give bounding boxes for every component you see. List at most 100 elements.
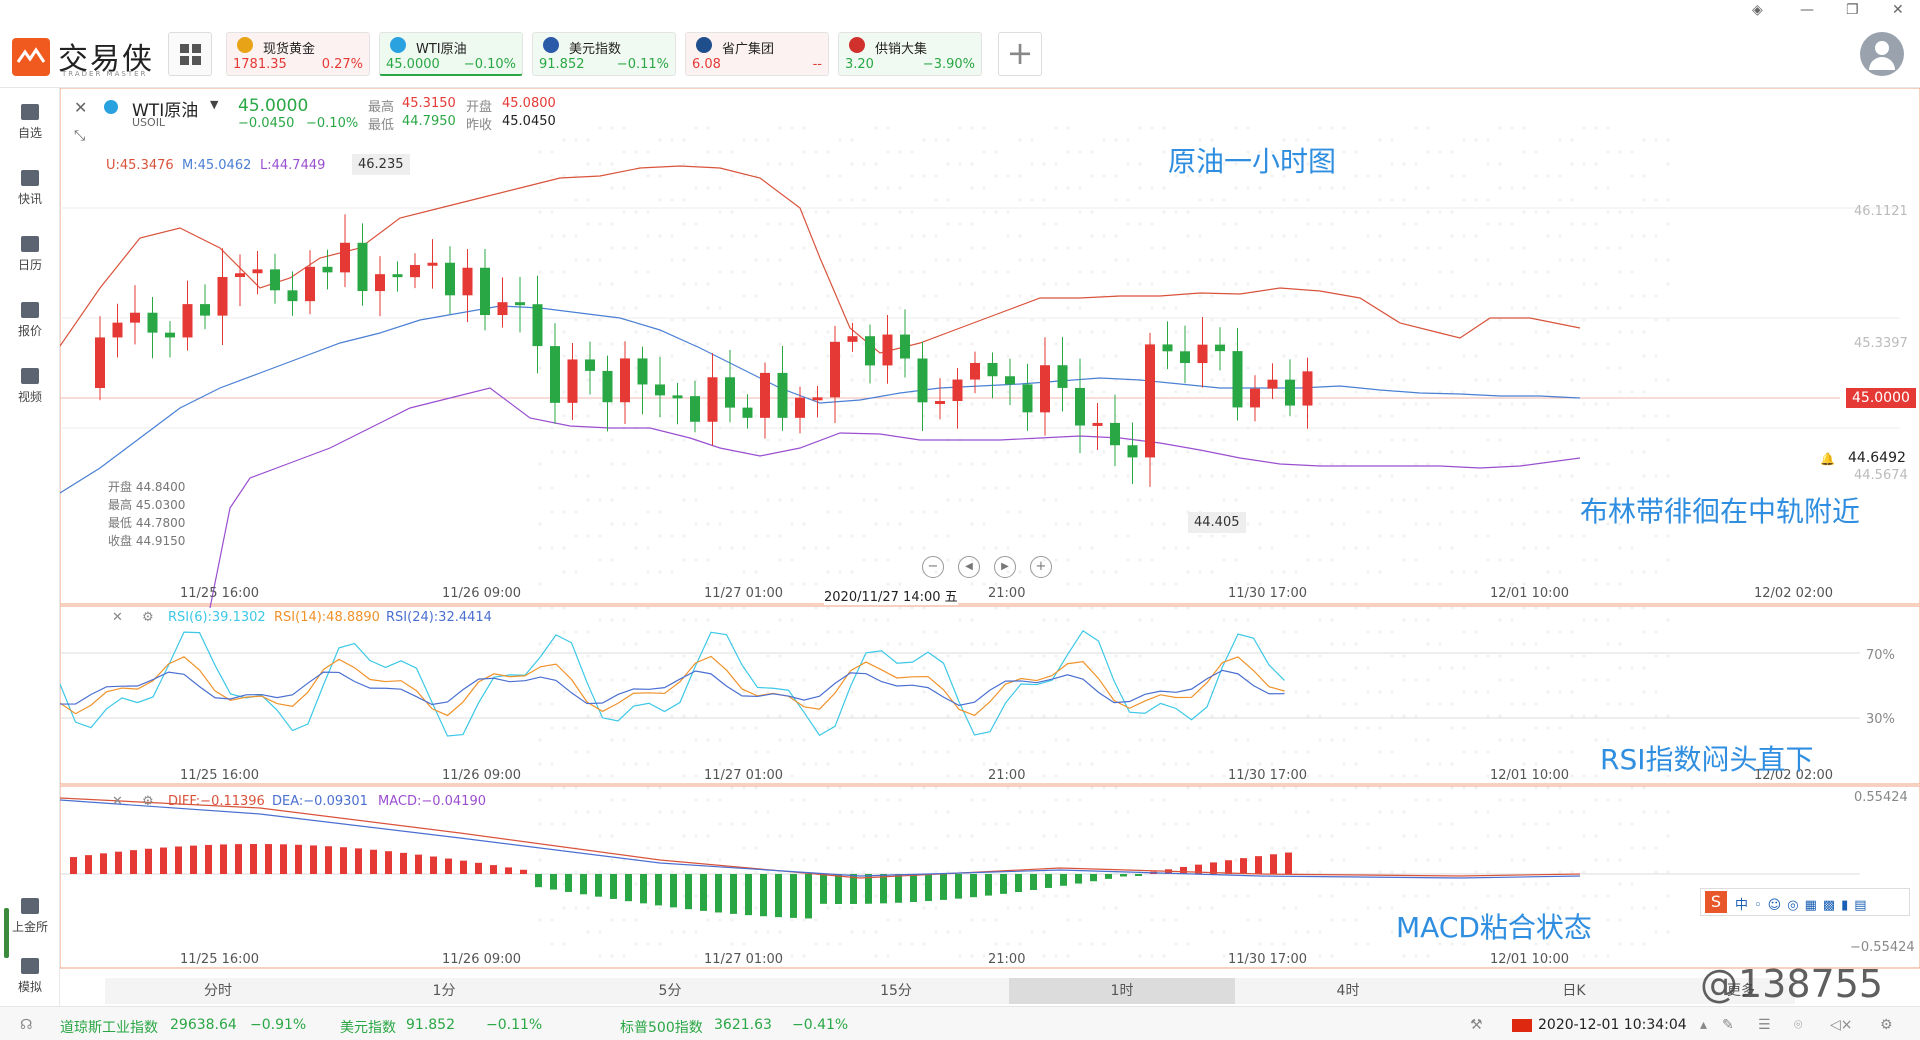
period-tab-1m[interactable]: 1分 [432, 983, 456, 999]
map-dot [1018, 534, 1022, 538]
close-window-icon[interactable]: ✕ [1892, 2, 1904, 18]
instrument-dropdown-icon[interactable]: ▼ [210, 98, 219, 111]
layout-grid-button[interactable] [168, 32, 212, 76]
minimize-icon[interactable]: — [1800, 2, 1814, 18]
sidebar-item-sge[interactable]: 上金所 [0, 888, 60, 938]
period-tab-day[interactable]: 日K [1562, 983, 1586, 999]
quote-tab-3[interactable]: 美元指数 91.852 −0.11% [532, 32, 676, 76]
sidebar-item-watchlist[interactable]: 自选 [0, 94, 60, 144]
map-dot [1246, 126, 1250, 130]
period-tab-4h[interactable]: 4时 [1336, 983, 1360, 999]
period-tab-timeshare[interactable]: 分时 [204, 983, 232, 999]
sidebar-item-simulate[interactable]: 模拟 [0, 948, 60, 998]
map-dot [550, 726, 554, 730]
quote-tab-1[interactable]: 现货黄金 1781.35 0.27% [226, 32, 370, 76]
candle-body [847, 336, 858, 342]
map-dot [1054, 282, 1058, 286]
map-dot [1354, 822, 1358, 826]
rsi-settings-icon[interactable]: ⚙ [142, 610, 154, 625]
map-dot [886, 858, 890, 862]
sidebar-item-news[interactable]: 快讯 [0, 160, 60, 210]
camera-icon[interactable]: ⌾ [1794, 1017, 1803, 1033]
map-dot [766, 834, 770, 838]
period-tab-15m[interactable]: 15分 [880, 983, 912, 999]
map-dot [1102, 846, 1106, 850]
map-dot [1498, 774, 1502, 778]
map-dot [1078, 666, 1082, 670]
zoom-out-icon[interactable]: − [922, 556, 944, 578]
edit-icon[interactable]: ✎ [1722, 1017, 1734, 1033]
map-dot [1462, 690, 1466, 694]
headset-icon[interactable]: ☊ [20, 1017, 33, 1033]
map-dot [1354, 210, 1358, 214]
map-dot [1186, 270, 1190, 274]
settings-tool-icon[interactable]: ⚒ [1470, 1017, 1483, 1033]
gear-icon[interactable]: ⚙ [1880, 1017, 1893, 1033]
map-dot [682, 894, 686, 898]
user-avatar[interactable] [1860, 32, 1904, 76]
map-dot [1606, 738, 1610, 742]
map-dot [802, 546, 806, 550]
map-dot [850, 690, 854, 694]
map-dot [1330, 954, 1334, 958]
map-dot [634, 306, 638, 310]
map-dot [1354, 486, 1358, 490]
map-dot [1006, 330, 1010, 334]
map-dot [946, 690, 950, 694]
map-dot [1558, 450, 1562, 454]
map-dot [586, 498, 590, 502]
map-dot [718, 582, 722, 586]
scroll-left-icon[interactable]: ◀ [958, 556, 980, 578]
alert-bell-icon[interactable]: 🔔 [1820, 452, 1835, 466]
sidebar-item-quotes[interactable]: 报价 [0, 292, 60, 342]
zoom-in-icon[interactable]: + [1030, 556, 1052, 578]
instrument-name[interactable]: WTI原油 [132, 101, 199, 121]
close-chart-icon[interactable]: ✕ [74, 98, 88, 117]
map-dot [1270, 174, 1274, 178]
map-dot [1126, 318, 1130, 322]
collapse-icon[interactable]: ⤡ [74, 128, 86, 144]
map-dot [850, 354, 854, 358]
period-tab-1h[interactable]: 1时 [1009, 978, 1235, 1004]
ime-toolbar[interactable]: S 中◦☺◎▦▩▮▤ [1700, 888, 1910, 916]
map-dot [1522, 210, 1526, 214]
add-tab-button[interactable]: + [998, 32, 1042, 76]
mute-icon[interactable]: ◁× [1830, 1017, 1853, 1033]
period-tab-more[interactable]: 更多 [1727, 983, 1755, 999]
macd-bar-down [1090, 874, 1097, 882]
menu-icon[interactable]: ☰ [1758, 1017, 1771, 1033]
map-dot [1378, 534, 1382, 538]
chart-area[interactable]: ✕ ⤡ WTI原油 ▼ USOIL 45.0000 −0.0450 −0.10%… [60, 88, 1920, 1006]
quote-tab-2[interactable]: WTI原油 45.0000 −0.10% [379, 32, 523, 76]
map-dot [706, 342, 710, 346]
rsi-close-icon[interactable]: ✕ [112, 610, 123, 625]
sidebar-item-calendar[interactable]: 日历 [0, 226, 60, 276]
map-dot [1150, 738, 1154, 742]
sidebar-item-video[interactable]: 视频 [0, 358, 60, 408]
map-dot [682, 558, 686, 562]
quote-tab-5[interactable]: 供销大集 3.20 −3.90% [838, 32, 982, 76]
map-dot [1318, 774, 1322, 778]
map-dot [622, 738, 626, 742]
scroll-right-icon[interactable]: ▶ [994, 556, 1016, 578]
chart-canvas[interactable] [60, 88, 1920, 978]
skin-icon[interactable]: ◈ [1752, 2, 1763, 18]
ime-tools-icon[interactable]: 中◦☺◎▦▩▮▤ [1735, 898, 1873, 913]
map-dot [994, 606, 998, 610]
map-dot [634, 942, 638, 946]
quote-icon [849, 37, 865, 53]
map-dot [646, 546, 650, 550]
macd-settings-icon[interactable]: ⚙ [142, 794, 154, 809]
map-dot [1186, 486, 1190, 490]
period-tab-5m[interactable]: 5分 [658, 983, 682, 999]
restore-icon[interactable]: ❐ [1846, 2, 1859, 18]
map-dot [1414, 246, 1418, 250]
map-dot [1294, 654, 1298, 658]
macd-close-icon[interactable]: ✕ [112, 794, 123, 809]
map-dot [1378, 390, 1382, 394]
map-dot [634, 606, 638, 610]
map-dot [1390, 414, 1394, 418]
quote-tab-4[interactable]: 省广集团 6.08 -- [685, 32, 829, 76]
arrow-up-icon[interactable]: ▴ [1700, 1017, 1708, 1033]
map-dot [598, 774, 602, 778]
